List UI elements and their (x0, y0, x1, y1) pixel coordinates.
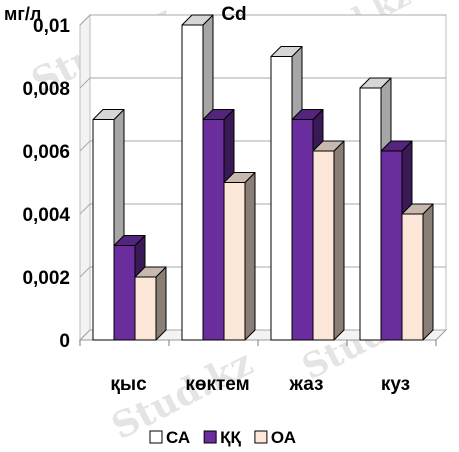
side-wall (79, 13, 91, 342)
bar-қыс-СА (92, 109, 125, 341)
bars (92, 14, 434, 341)
legend-label: СА (166, 428, 190, 447)
y-axis-ticks: 0 0,002 0,004 0,006 0,008 0,01 (22, 16, 70, 352)
y-axis-label: мг/л (4, 4, 41, 24)
gridline (79, 14, 446, 26)
legend-swatch (254, 430, 268, 444)
y-tick-label: 0,002 (22, 268, 70, 289)
x-tick-label: көктем (185, 374, 249, 395)
legend-item: ОА (254, 428, 296, 447)
legend-item: ҚҚ (203, 428, 242, 447)
x-tick-label: жаз (289, 374, 324, 395)
legend-label: ҚҚ (220, 428, 241, 447)
legend-label: ОА (271, 428, 296, 447)
bar-жаз-ОА (312, 140, 345, 341)
legend: СА ҚҚ ОА (149, 428, 296, 447)
y-tick-label: 0,006 (22, 142, 70, 163)
y-tick-label: 0,01 (33, 16, 70, 37)
x-tick-label: куз (381, 374, 410, 395)
legend-swatch (203, 430, 217, 444)
gridline (79, 77, 446, 89)
bar-куз-ОА (401, 203, 434, 341)
chart-title: Cd (221, 4, 246, 25)
bar-көктем-ОА (223, 172, 256, 341)
x-axis-ticks: қыс көктем жаз куз (110, 374, 410, 395)
y-tick-label: 0,004 (22, 205, 70, 226)
legend-item: СА (149, 428, 190, 447)
x-tick-label: қыс (110, 374, 147, 395)
y-tick-label: 0 (59, 331, 70, 352)
legend-swatch (149, 430, 163, 444)
y-tick-label: 0,008 (22, 79, 70, 100)
bar-қыс-ОА (134, 266, 167, 341)
